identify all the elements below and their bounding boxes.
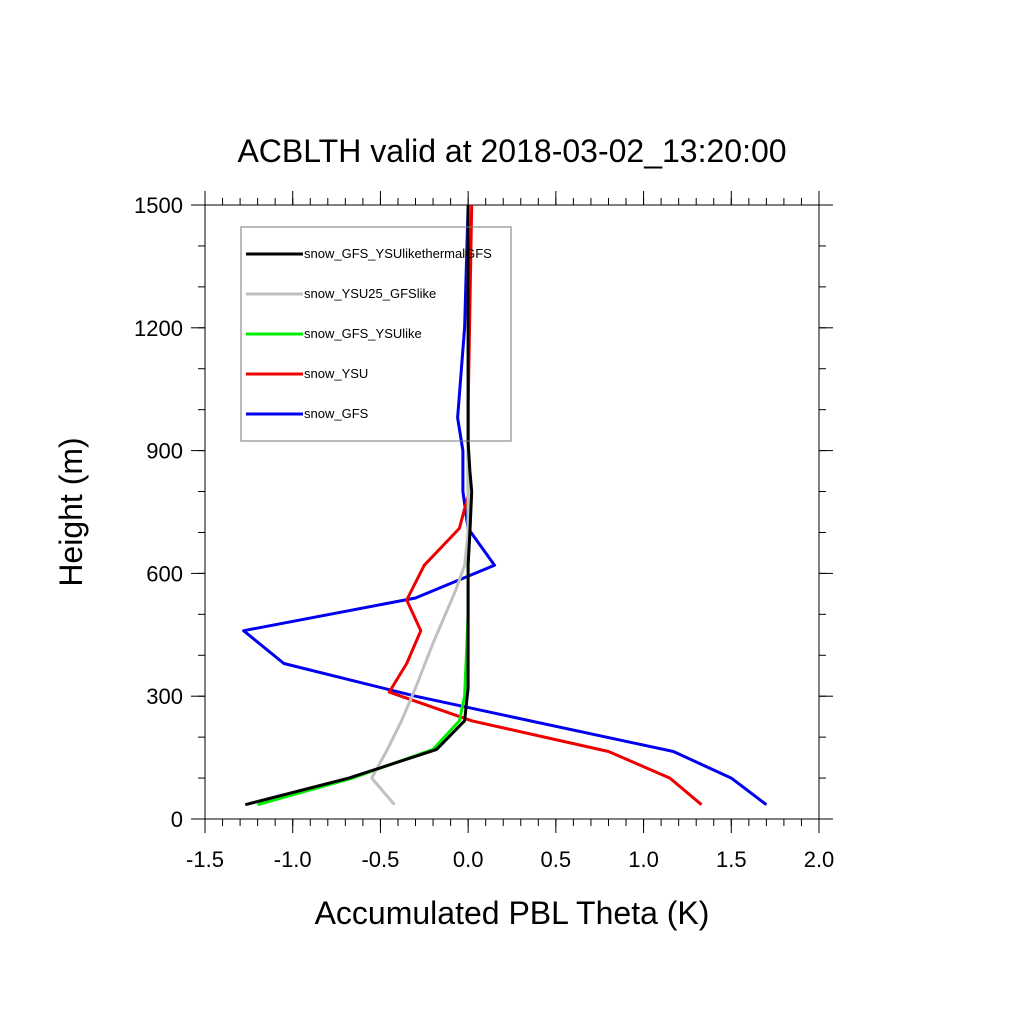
legend-label: snow_YSU [304,366,368,381]
series-lines [242,204,768,807]
x-tick-label: 2.0 [804,847,835,872]
y-tick-label: 300 [146,684,183,709]
x-tick-label: 0.0 [453,847,484,872]
series-line-snow_GFS_YSUlikethermalGFS [244,205,474,807]
x-tick-label: 1.5 [716,847,747,872]
x-tick-label: 0.5 [541,847,572,872]
x-axis-ticks [204,191,820,833]
x-tick-label: -1.5 [186,847,224,872]
y-tick-label: 0 [171,807,183,832]
series-line-snow_YSU25_GFSlike [370,205,470,806]
legend-entries: snow_GFS_YSUlikethermalGFS snow_YSU25_GFS… [246,246,492,421]
plot-area-frame [204,204,820,820]
legend-box [240,226,512,442]
y-tick-label: 1500 [134,193,183,218]
y-tick-label: 600 [146,561,183,586]
chart-title: ACBLTH valid at 2018-03-02_13:20:00 [237,133,786,169]
y-axis-tick-labels: 0 300 600 900 1200 1500 [134,193,183,832]
y-tick-label: 900 [146,439,183,464]
legend-label: snow_GFS_YSUlikethermalGFS [304,246,492,261]
series-line-snow_GFS [242,204,768,806]
legend-label: snow_GFS_YSUlike [304,326,422,341]
x-axis-tick-labels: -1.5 -1.0 -0.5 0.0 0.5 1.0 1.5 2.0 [186,847,834,872]
legend-label: snow_GFS [304,406,369,421]
legend: snow_GFS_YSUlikethermalGFS snow_YSU25_GFS… [240,226,512,442]
y-tick-label: 1200 [134,316,183,341]
legend-label: snow_YSU25_GFSlike [304,286,436,301]
x-tick-label: 1.0 [628,847,659,872]
x-tick-label: -1.0 [274,847,312,872]
y-axis-ticks [191,204,833,820]
x-axis-label: Accumulated PBL Theta (K) [315,895,710,931]
x-tick-label: -0.5 [361,847,399,872]
y-axis-label: Height (m) [53,437,89,586]
